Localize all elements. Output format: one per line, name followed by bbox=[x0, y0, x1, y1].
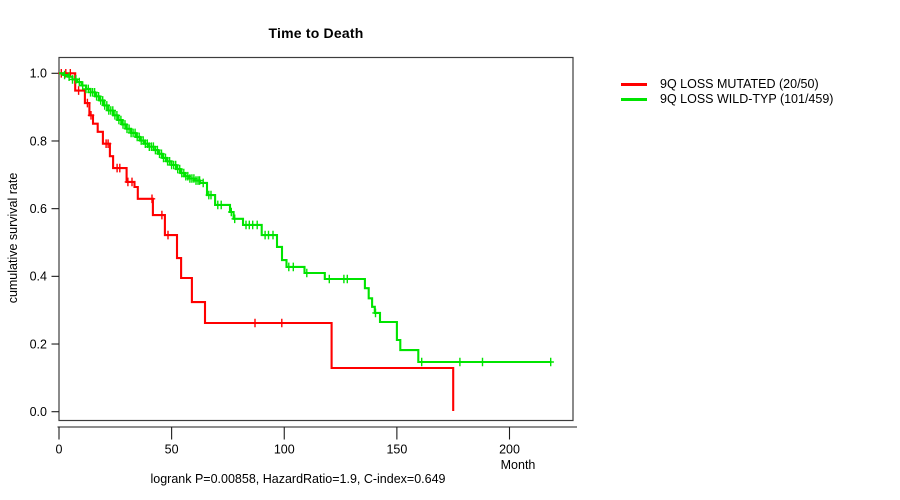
legend-label: 9Q LOSS MUTATED (20/50) bbox=[660, 77, 819, 91]
y-tick-label: 1.0 bbox=[30, 67, 47, 81]
plot-frame bbox=[58, 56, 574, 422]
censor-marks bbox=[61, 70, 554, 367]
y-tick-label: 0.8 bbox=[30, 134, 47, 148]
legend-item-mutated: 9Q LOSS MUTATED (20/50) bbox=[621, 77, 833, 92]
x-tick-label: 50 bbox=[165, 443, 179, 457]
x-axis-ticks: 0 50 100 150 200 bbox=[56, 427, 520, 457]
x-tick-label: 200 bbox=[499, 443, 520, 457]
legend-line-swatch-green bbox=[621, 98, 647, 101]
y-axis-title: cumulative survival rate bbox=[6, 172, 20, 304]
y-axis-ticks: 0.0 0.2 0.4 0.6 0.8 1.0 bbox=[30, 67, 59, 419]
x-tick-label: 150 bbox=[386, 443, 407, 457]
y-tick-label: 0.4 bbox=[30, 270, 47, 284]
legend-item-wild-typ: 9Q LOSS WILD-TYP (101/459) bbox=[621, 92, 833, 107]
km-step-line bbox=[59, 72, 552, 364]
km-step-line bbox=[59, 72, 455, 411]
legend-line-swatch-red bbox=[621, 83, 647, 86]
stats-annotation: logrank P=0.00858, HazardRatio=1.9, C-in… bbox=[150, 472, 446, 486]
y-tick-label: 0.0 bbox=[30, 405, 47, 419]
survival-curve-9q-loss-wild-typ bbox=[59, 70, 554, 367]
censor-marks bbox=[58, 69, 285, 328]
y-tick-label: 0.6 bbox=[30, 202, 47, 216]
x-axis-title: Month bbox=[500, 458, 536, 472]
x-tick-label: 100 bbox=[274, 443, 295, 457]
legend: 9Q LOSS MUTATED (20/50) 9Q LOSS WILD-TYP… bbox=[621, 77, 833, 107]
x-tick-label: 0 bbox=[56, 443, 63, 457]
chart-title: Time to Death bbox=[268, 25, 364, 41]
legend-label: 9Q LOSS WILD-TYP (101/459) bbox=[660, 92, 834, 106]
y-tick-label: 0.2 bbox=[30, 337, 47, 351]
